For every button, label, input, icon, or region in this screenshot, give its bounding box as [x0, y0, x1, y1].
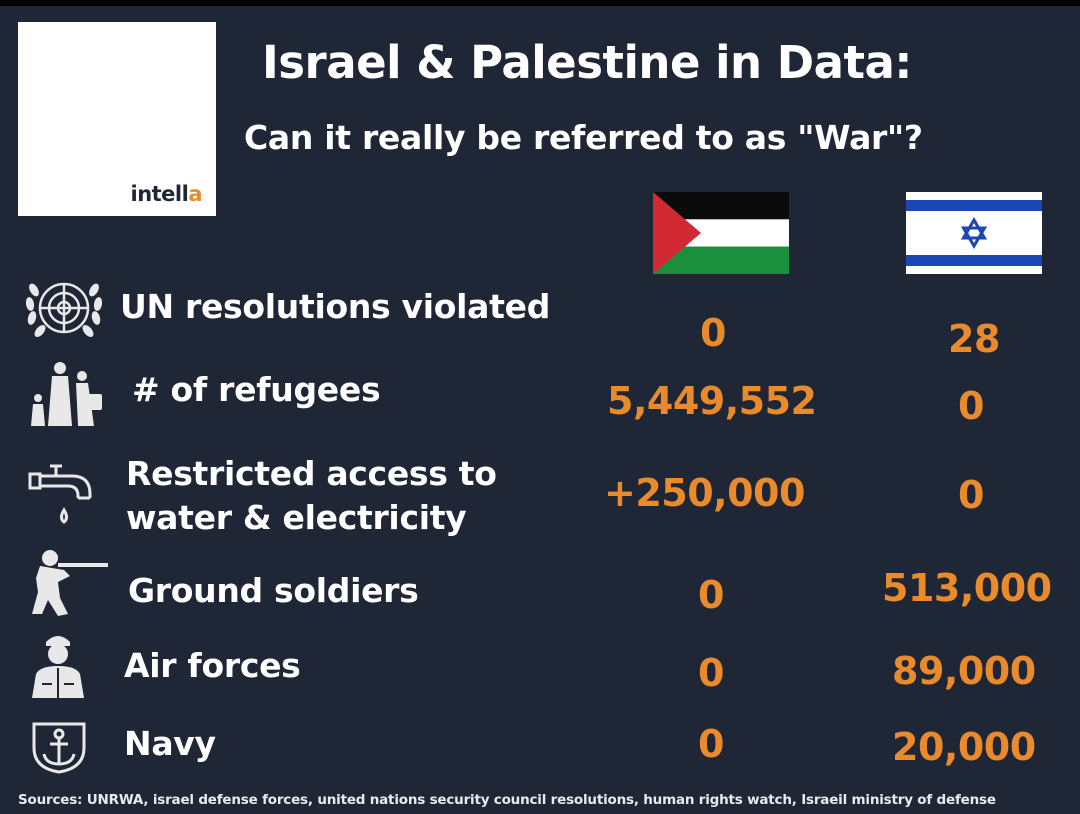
water-tap-icon: [28, 464, 92, 524]
label-water-access-line2: water & electricity: [126, 498, 467, 537]
palestine-flag: [653, 192, 789, 274]
refugees-icon: [31, 362, 102, 426]
sources-footnote: Sources: UNRWA, israel defense forces, u…: [18, 792, 996, 808]
label-water-access-line1: Restricted access to: [126, 454, 497, 493]
label-ground-soldiers: Ground soldiers: [128, 571, 419, 610]
value-israel-water-access: 0: [958, 473, 984, 517]
logo-box: intella: [18, 22, 216, 216]
value-palestine-air-forces: 0: [698, 651, 724, 695]
value-palestine-navy: 0: [698, 722, 724, 766]
value-palestine-refugees: 5,449,552: [607, 379, 817, 423]
label-navy: Navy: [124, 724, 216, 763]
value-palestine-water-access: +250,000: [604, 471, 805, 515]
un-emblem-icon: [25, 282, 103, 337]
label-un-resolutions: UN resolutions violated: [120, 287, 551, 326]
label-refugees: # of refugees: [132, 370, 381, 409]
value-israel-air-forces: 89,000: [892, 649, 1036, 693]
pilot-icon: [32, 636, 84, 698]
value-israel-ground-soldiers: 513,000: [882, 566, 1052, 610]
value-palestine-un-resolutions: 0: [700, 311, 726, 355]
value-palestine-ground-soldiers: 0: [698, 573, 724, 617]
page-title: Israel & Palestine in Data:: [262, 36, 912, 89]
intella-logo: intella: [130, 182, 203, 206]
israel-flag: [906, 192, 1042, 274]
page-subtitle: Can it really be referred to as "War"?: [244, 118, 923, 157]
value-israel-un-resolutions: 28: [948, 317, 1000, 361]
navy-anchor-icon: [32, 722, 86, 774]
soldier-icon: [32, 550, 108, 616]
top-border: [0, 0, 1080, 6]
label-air-forces: Air forces: [124, 646, 301, 685]
value-israel-refugees: 0: [958, 384, 984, 428]
value-israel-navy: 20,000: [892, 725, 1036, 769]
